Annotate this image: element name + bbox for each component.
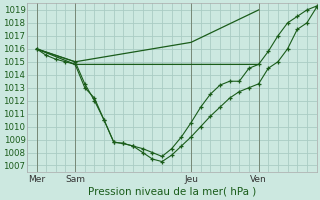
- X-axis label: Pression niveau de la mer( hPa ): Pression niveau de la mer( hPa ): [88, 187, 256, 197]
